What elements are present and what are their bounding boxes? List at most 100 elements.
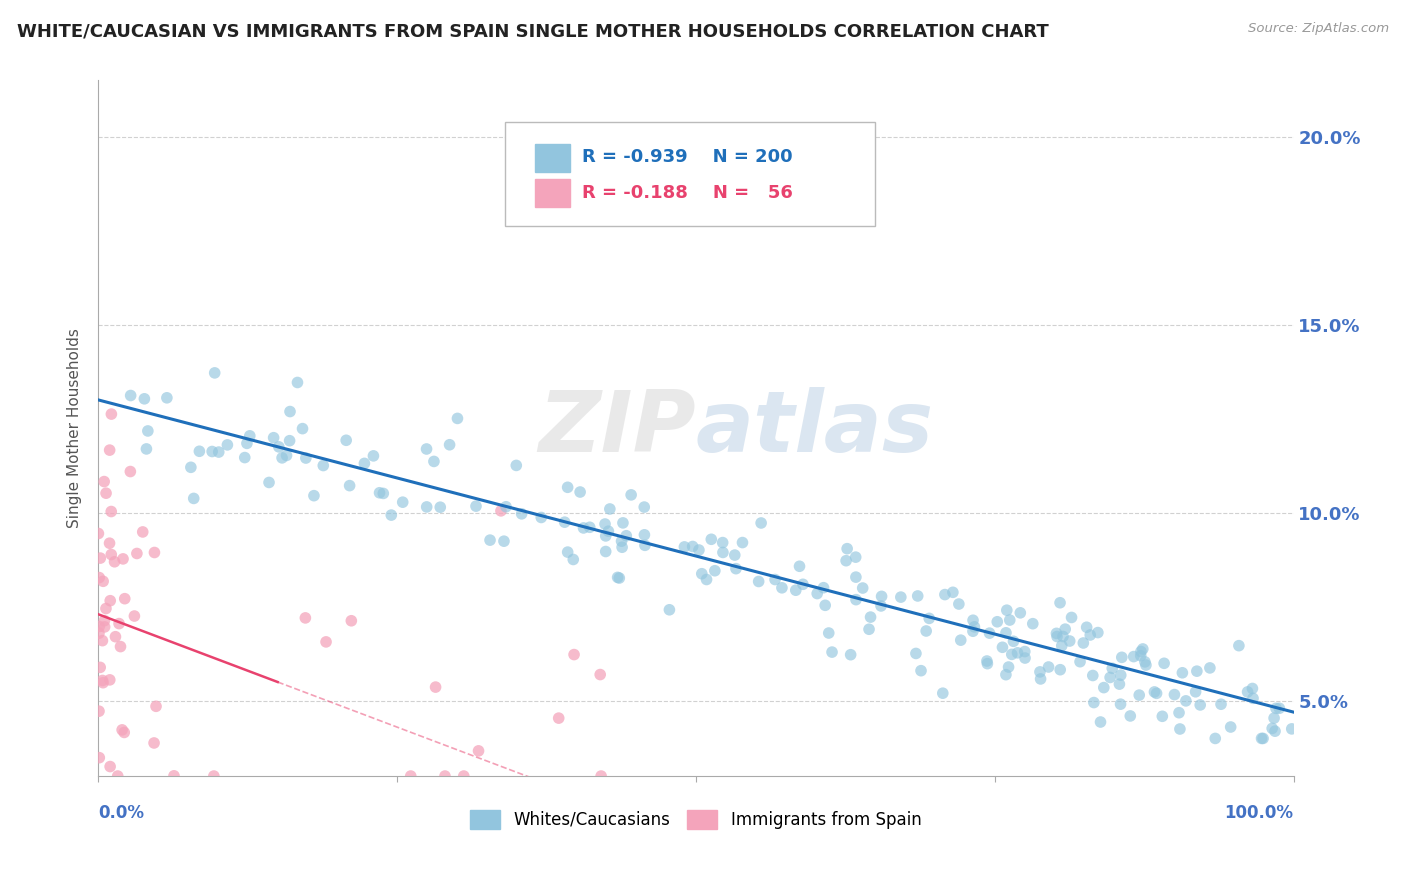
Point <box>1146 686 1168 700</box>
Point <box>976 654 998 668</box>
Point <box>1128 688 1150 702</box>
Point <box>1049 596 1071 610</box>
Point <box>1241 691 1264 706</box>
Text: Source: ZipAtlas.com: Source: ZipAtlas.com <box>1249 22 1389 36</box>
Point <box>934 588 956 602</box>
Point <box>208 445 231 459</box>
Point <box>614 529 637 543</box>
Point <box>1199 661 1222 675</box>
Point <box>1029 672 1052 686</box>
Point <box>110 640 132 654</box>
Point <box>578 520 600 534</box>
Point <box>835 554 858 568</box>
Point <box>263 431 285 445</box>
Point <box>1265 701 1288 715</box>
Point <box>239 429 262 443</box>
Point <box>554 515 576 529</box>
Point <box>112 552 135 566</box>
Point <box>93 620 115 634</box>
Point <box>89 619 111 633</box>
Point <box>271 450 294 465</box>
Point <box>134 392 156 406</box>
Point <box>89 660 111 674</box>
Point <box>1059 634 1081 648</box>
Point <box>163 769 186 783</box>
Point <box>1251 731 1274 746</box>
Point <box>156 391 179 405</box>
Point <box>1014 644 1036 658</box>
Point <box>557 480 579 494</box>
Point <box>979 626 1001 640</box>
Point <box>1152 709 1174 723</box>
Point <box>688 543 710 558</box>
Point <box>267 440 290 454</box>
Point <box>1261 722 1284 736</box>
Point <box>104 630 127 644</box>
Point <box>1054 622 1077 636</box>
Point <box>87 704 110 718</box>
Point <box>1109 668 1132 682</box>
Point <box>530 510 553 524</box>
Point <box>1143 685 1166 699</box>
Point <box>612 516 634 530</box>
Point <box>100 504 122 518</box>
Point <box>593 516 616 531</box>
Point <box>368 485 391 500</box>
Point <box>589 667 612 681</box>
Point <box>890 590 912 604</box>
Point <box>100 407 122 421</box>
Point <box>547 711 569 725</box>
Point <box>363 449 385 463</box>
Point <box>287 376 309 390</box>
Point <box>93 475 115 489</box>
Point <box>112 725 135 739</box>
Point <box>1153 657 1175 671</box>
Point <box>1014 651 1036 665</box>
Point <box>1129 648 1152 663</box>
Point <box>915 624 938 638</box>
Point <box>201 444 224 458</box>
Point <box>136 424 159 438</box>
Point <box>673 540 696 554</box>
Point <box>429 500 451 515</box>
Point <box>1087 625 1109 640</box>
Point <box>94 486 117 500</box>
Point <box>1133 655 1156 669</box>
Point <box>569 485 592 500</box>
Point <box>1219 720 1241 734</box>
Point <box>724 548 747 562</box>
Point <box>132 524 155 539</box>
Point <box>591 769 613 783</box>
Point <box>1010 606 1032 620</box>
Point <box>1090 714 1112 729</box>
Point <box>1209 697 1232 711</box>
Point <box>188 444 211 458</box>
Point <box>711 535 734 549</box>
Point <box>1168 722 1191 736</box>
Text: R = -0.939    N = 200: R = -0.939 N = 200 <box>582 148 793 166</box>
Point <box>610 540 633 554</box>
Point <box>562 648 585 662</box>
Point <box>479 533 502 548</box>
Point <box>143 736 166 750</box>
Point <box>1250 731 1272 746</box>
Point <box>1241 681 1264 696</box>
Point <box>91 574 114 589</box>
Point <box>391 495 413 509</box>
Point <box>183 491 205 506</box>
Point <box>335 434 357 448</box>
Point <box>453 769 475 783</box>
Point <box>399 769 422 783</box>
Point <box>89 571 111 585</box>
Point <box>489 504 512 518</box>
Point <box>907 589 929 603</box>
Point <box>932 686 955 700</box>
Point <box>1268 701 1291 715</box>
Text: ZIP: ZIP <box>538 386 696 470</box>
Point <box>821 645 844 659</box>
Point <box>294 611 316 625</box>
Point <box>994 667 1017 681</box>
Point <box>135 442 157 456</box>
Y-axis label: Single Mother Households: Single Mother Households <box>67 328 83 528</box>
Point <box>859 610 882 624</box>
